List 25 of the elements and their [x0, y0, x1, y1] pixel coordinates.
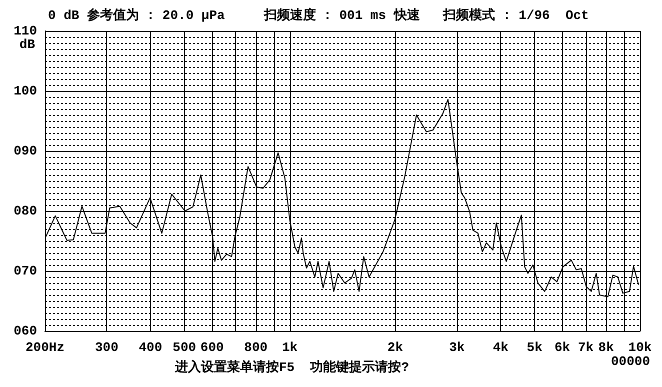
x-tick-label: 6k [554, 340, 570, 355]
x-tick-label: 8k [598, 340, 614, 355]
y-tick-label: 070 [14, 264, 38, 278]
chart-title: 0 dB 参考值为 : 20.0 μPa 扫频速度 : 001 ms 快速 扫频模式 : 1/96 Oct [48, 7, 589, 23]
y-tick-label: 090 [14, 144, 38, 158]
y-tick-label: 100 [14, 84, 38, 98]
x-tick-label: 200Hz [25, 340, 65, 355]
x-tick-label: 4k [492, 340, 509, 355]
x-tick-label: 10k [628, 340, 652, 355]
y-axis-title: dB [19, 37, 36, 52]
x-tick-label: 5k [526, 340, 543, 355]
x-tick-label: 600 [200, 340, 224, 355]
y-tick-label: 060 [14, 324, 38, 338]
x-tick-label: 400 [138, 340, 162, 355]
x-tick-label: 500 [172, 340, 196, 355]
x-tick-label: 300 [94, 340, 119, 355]
y-tick-label: 080 [14, 204, 38, 218]
text: 进入设置菜单请按F5 功能键提示请按? [174, 359, 410, 375]
x-tick-label: 1k [282, 340, 298, 355]
x-tick-label: 2k [387, 340, 404, 355]
y-tick-label: 110 [14, 24, 38, 38]
x-tick-label: 3k [449, 340, 465, 355]
x-tick-label: 800 [244, 340, 268, 355]
x-tick-label: 7k [578, 340, 594, 355]
text: 00000 [610, 354, 650, 369]
